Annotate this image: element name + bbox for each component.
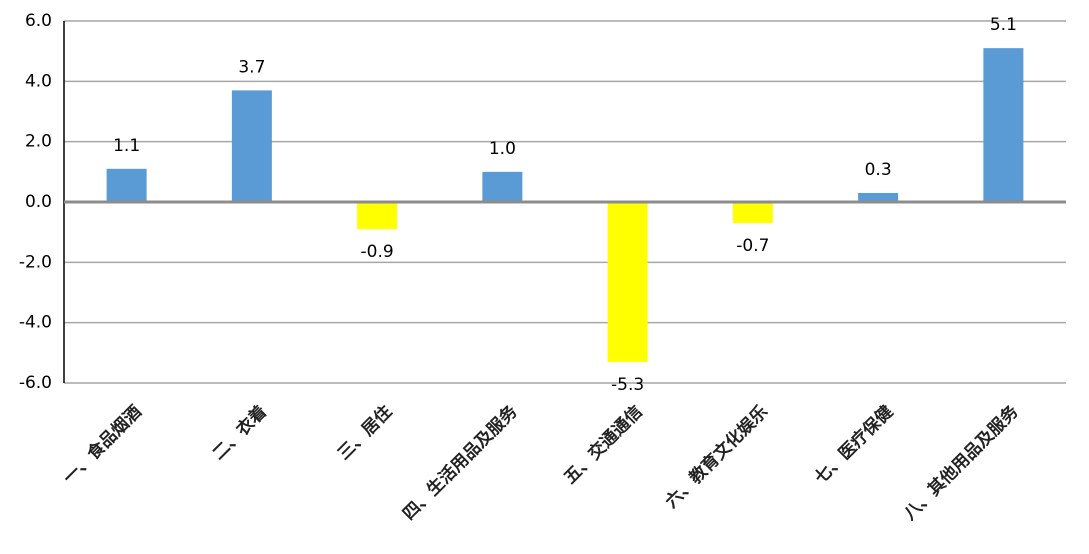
- x-tick-label: 四、生活用品及服务: [398, 401, 522, 525]
- data-label: 1.0: [489, 139, 516, 159]
- y-tick-label: 0.0: [25, 192, 52, 212]
- bar: [732, 202, 773, 224]
- y-tick-label: 4.0: [25, 71, 52, 91]
- data-label: 1.1: [113, 136, 140, 156]
- data-label: -5.3: [611, 375, 644, 395]
- x-tick-label: 八、其他用品及服务: [899, 401, 1023, 525]
- data-label: 5.1: [990, 15, 1017, 35]
- y-tick-label: -6.0: [19, 373, 52, 393]
- data-label: -0.9: [361, 242, 394, 262]
- bar: [482, 171, 523, 202]
- bar: [231, 90, 272, 202]
- data-label: 0.3: [865, 160, 892, 180]
- bar: [106, 168, 147, 202]
- x-tick-label: 二、衣着: [208, 401, 271, 464]
- data-label: 3.7: [238, 57, 265, 77]
- bar: [357, 202, 398, 230]
- bar: [858, 192, 899, 202]
- y-tick-label: 2.0: [25, 132, 52, 152]
- bar: [983, 48, 1024, 203]
- x-tick-label: 三、居住: [333, 401, 396, 464]
- x-tick-label: 七、医疗保健: [810, 401, 897, 488]
- x-tick-label: 六、教育文化娱乐: [661, 401, 772, 512]
- x-tick-label: 一、食品烟酒: [59, 401, 146, 488]
- bar: [607, 202, 648, 362]
- x-tick-label: 五、交通通信: [560, 401, 647, 488]
- y-tick-label: 6.0: [25, 11, 52, 31]
- y-tick-label: -4.0: [19, 313, 52, 333]
- y-tick-label: -2.0: [19, 252, 52, 272]
- data-label: -0.7: [736, 236, 769, 256]
